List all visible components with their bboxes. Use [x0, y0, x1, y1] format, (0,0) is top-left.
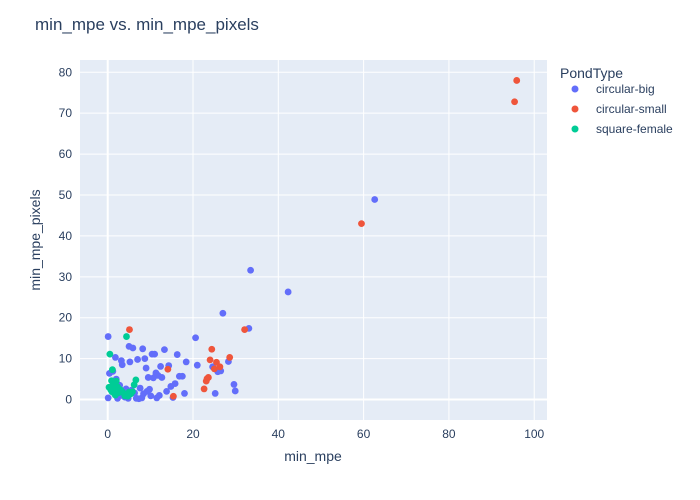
- y-tick-label: 80: [59, 65, 73, 79]
- data-point-circular-big: [171, 380, 179, 387]
- data-point-circular-big: [161, 346, 168, 354]
- data-point-circular-big: [158, 374, 166, 381]
- data-point-circular-big: [211, 390, 219, 397]
- data-point-circular-big: [104, 394, 112, 402]
- data-point-circular-big: [192, 334, 199, 342]
- x-gridlines: [106, 60, 535, 420]
- data-point-circular-big: [157, 363, 165, 370]
- data-point-circular-big: [151, 350, 159, 358]
- data-point-circular-big: [178, 372, 186, 380]
- data-point-circular-big: [147, 392, 155, 400]
- data-point-circular-big: [118, 361, 126, 369]
- y-tick-label: 30: [59, 270, 73, 284]
- data-point-circular-big: [182, 358, 190, 366]
- data-point-circular-small: [200, 385, 208, 393]
- data-point-square-female: [132, 376, 140, 384]
- legend-item-circular-small: circular-small: [596, 102, 667, 116]
- data-point-circular-big: [173, 351, 181, 358]
- data-point-square-female: [123, 333, 130, 340]
- legend-item-circular-big: circular-big: [596, 82, 655, 96]
- data-point-circular-small: [226, 354, 234, 361]
- x-axis-title: min_mpe: [284, 448, 342, 464]
- legend: PondType circular-big circular-small squar…: [560, 65, 673, 136]
- x-tick-label: 20: [186, 427, 200, 441]
- data-point-square-female: [106, 350, 114, 358]
- x-tick-labels: 0 20 40 60 80 100: [104, 427, 544, 441]
- data-point-circular-big: [144, 374, 152, 381]
- data-point-circular-small: [206, 356, 214, 364]
- data-point-circular-big: [247, 266, 254, 274]
- data-point-circular-big: [134, 356, 141, 363]
- y-tick-label: 20: [59, 311, 73, 325]
- plot-background: [80, 60, 547, 420]
- legend-marker-circular-big: [571, 85, 579, 93]
- legend-marker-square-female: [571, 125, 579, 133]
- data-point-square-female: [112, 377, 120, 385]
- data-point-circular-small: [164, 365, 172, 373]
- chart-title: min_mpe vs. min_mpe_pixels: [35, 15, 259, 34]
- data-point-circular-small: [210, 365, 218, 373]
- y-axis-title: min_mpe_pixels: [27, 189, 43, 290]
- data-point-circular-small: [241, 326, 249, 333]
- data-point-circular-small: [204, 374, 212, 381]
- data-point-circular-big: [230, 381, 238, 388]
- y-tick-label: 0: [65, 393, 72, 407]
- data-point-square-female: [129, 388, 136, 396]
- data-point-circular-big: [181, 390, 188, 397]
- data-point-circular-big: [219, 309, 227, 317]
- x-tick-label: 0: [104, 427, 111, 441]
- x-tick-label: 60: [357, 427, 371, 441]
- data-points: [104, 77, 521, 403]
- data-point-circular-small: [170, 392, 177, 400]
- data-point-circular-big: [371, 196, 379, 203]
- y-tick-labels: 0 10 20 30 40 50 60 70 80: [59, 65, 73, 406]
- x-tick-label: 40: [272, 427, 286, 441]
- data-point-circular-big: [141, 355, 149, 363]
- data-point-circular-small: [513, 77, 521, 84]
- y-tick-label: 10: [59, 352, 73, 366]
- y-tick-label: 60: [59, 147, 73, 161]
- legend-title: PondType: [560, 65, 623, 81]
- data-point-circular-big: [155, 392, 163, 399]
- data-point-circular-big: [126, 358, 134, 366]
- data-point-circular-small: [358, 220, 365, 228]
- data-point-circular-big: [142, 364, 150, 372]
- data-point-circular-big: [139, 345, 147, 353]
- data-point-circular-big: [111, 354, 119, 361]
- data-point-circular-small: [208, 345, 216, 353]
- data-point-circular-small: [511, 98, 518, 106]
- data-point-circular-big: [129, 344, 137, 352]
- data-point-circular-small: [126, 326, 133, 333]
- data-point-circular-big: [193, 361, 201, 369]
- y-tick-label: 40: [59, 229, 73, 243]
- data-point-circular-small: [216, 363, 224, 371]
- data-point-circular-big: [284, 288, 292, 296]
- y-tick-label: 50: [59, 188, 73, 202]
- data-point-circular-big: [104, 333, 112, 340]
- data-point-circular-big: [231, 387, 239, 395]
- data-point-circular-big: [146, 385, 153, 393]
- data-point-square-female: [109, 366, 116, 374]
- data-point-circular-big: [136, 384, 144, 392]
- x-tick-label: 80: [442, 427, 456, 441]
- x-tick-label: 100: [524, 427, 544, 441]
- legend-item-square-female: square-female: [596, 122, 673, 136]
- y-tick-label: 70: [59, 106, 73, 120]
- data-point-circular-big: [163, 387, 170, 395]
- legend-marker-circular-small: [571, 105, 579, 113]
